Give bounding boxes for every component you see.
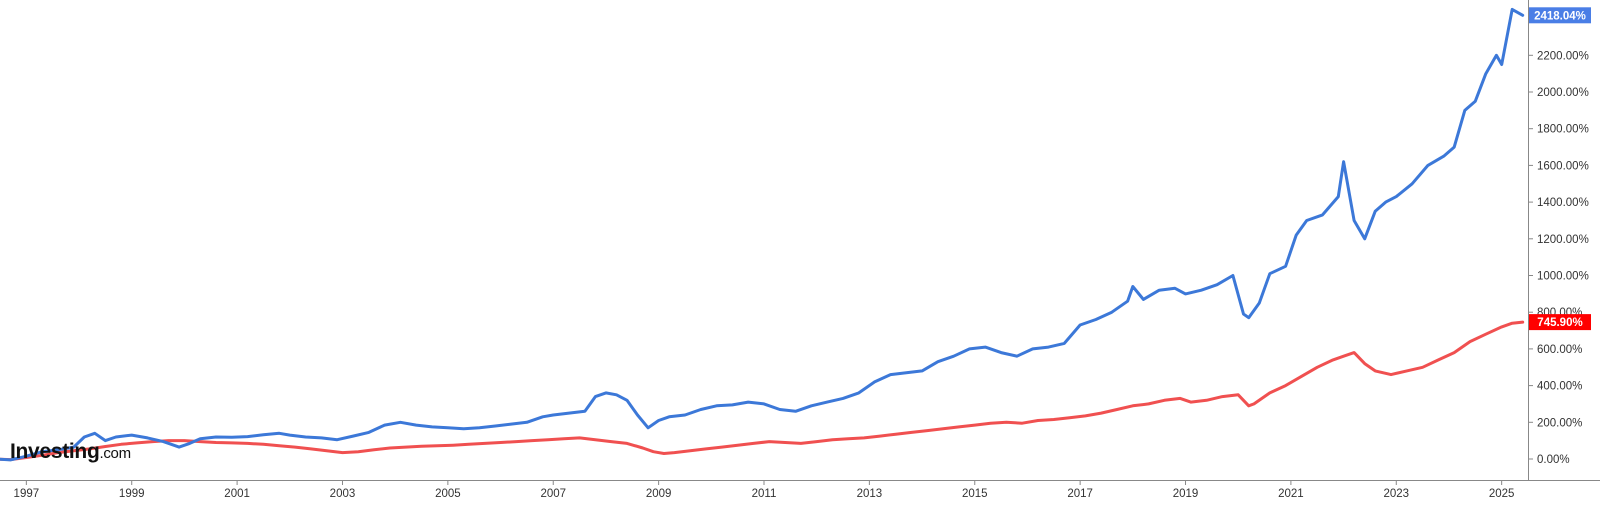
x-tick-label: 2005	[435, 488, 461, 500]
series-line-1	[0, 320, 1525, 462]
investing-logo: Investing.com	[10, 440, 131, 464]
y-tick-label: 1200.00%	[1537, 234, 1589, 246]
logo-main-text: Investing	[10, 440, 100, 463]
x-tick-label: 2009	[646, 488, 672, 500]
y-tick-label: 0.00%	[1537, 454, 1570, 466]
x-tick-label: 2001	[224, 488, 250, 500]
y-tick-label: 1600.00%	[1537, 160, 1589, 172]
x-tick-label: 2015	[962, 488, 988, 500]
last-value-badge-0	[1529, 7, 1591, 24]
last-value-badges: 2418.04% 745.90%	[1529, 7, 1591, 331]
series-lines	[0, 7, 1525, 462]
y-axis-ticks: 0.00%200.00%400.00%600.00%800.00%1000.00…	[1528, 50, 1589, 466]
x-tick-label: 2013	[857, 488, 883, 500]
y-tick-label: 1800.00%	[1537, 124, 1589, 136]
series-line-0	[0, 7, 1525, 462]
y-tick-label: 2000.00%	[1537, 87, 1589, 99]
y-tick-label: 1000.00%	[1537, 271, 1589, 283]
x-tick-label: 2011	[752, 488, 777, 500]
x-tick-label: 2021	[1278, 488, 1304, 500]
y-tick-label: 400.00%	[1537, 381, 1582, 393]
x-tick-label: 2007	[540, 488, 566, 500]
y-tick-label: 2200.00%	[1537, 50, 1589, 62]
y-tick-label: 600.00%	[1537, 344, 1582, 356]
last-value-badge-1	[1529, 314, 1591, 331]
x-tick-label: 1997	[14, 488, 40, 500]
y-tick-label: 1400.00%	[1537, 197, 1589, 209]
y-tick-label: 200.00%	[1537, 417, 1582, 429]
logo-domain-text: .com	[99, 445, 131, 462]
last-value-label-0: 2418.04%	[1534, 10, 1586, 22]
x-tick-label: 2025	[1489, 488, 1515, 500]
x-axis-ticks: 1997 1999 2001 2003 2005 2007 2009 2011 2013 2015…	[14, 480, 1515, 500]
last-value-label-1: 745.90%	[1537, 317, 1582, 329]
x-tick-label: 2003	[330, 488, 356, 500]
x-tick-label: 2023	[1383, 488, 1409, 500]
x-tick-label: 2019	[1173, 488, 1199, 500]
x-tick-label: 1999	[119, 488, 145, 500]
x-tick-label: 2017	[1067, 488, 1093, 500]
